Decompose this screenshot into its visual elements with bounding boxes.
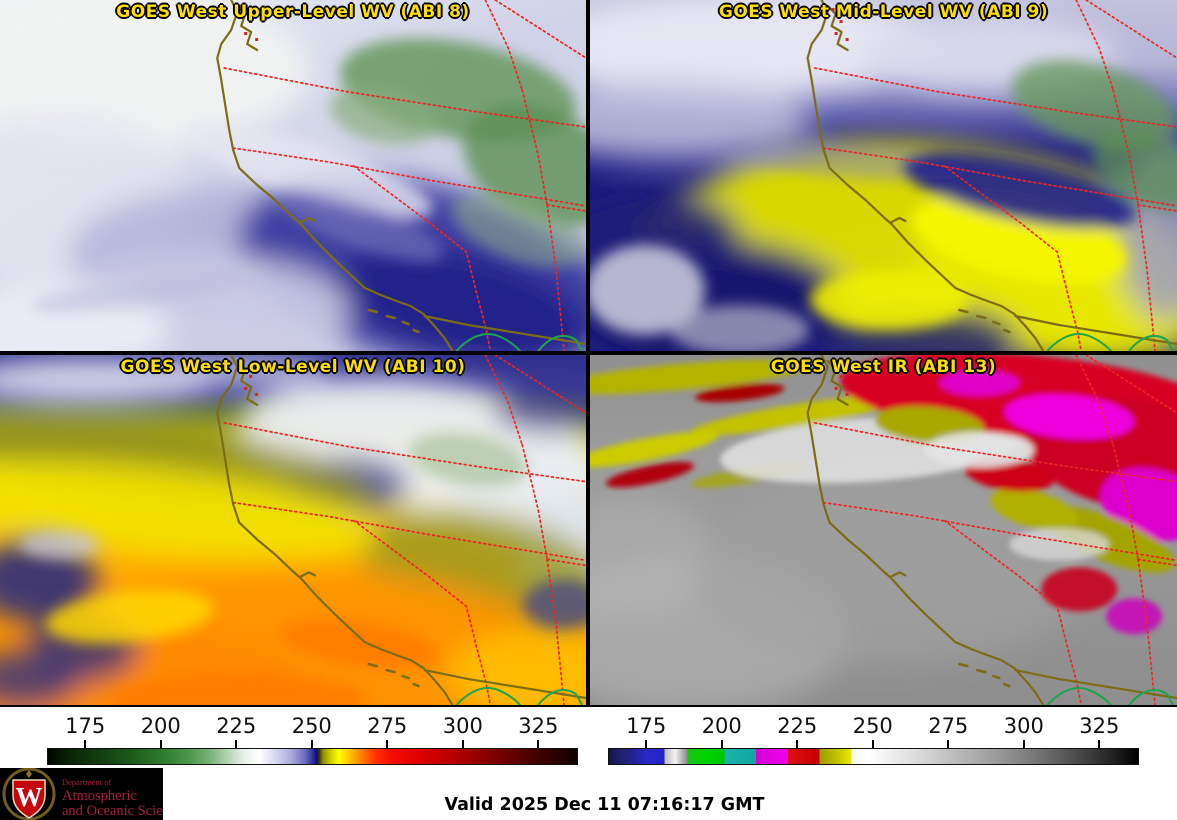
logo-line1: Department of (62, 777, 111, 787)
colorbar-tick-label: 225 (216, 714, 257, 738)
colorbar-ir-gradient (608, 748, 1139, 765)
colorbar-tick (84, 740, 87, 748)
colorbar-wv-labels: 175 200 225 250 275 300 325 (47, 714, 578, 740)
colorbar-water-vapor: 175 200 225 250 275 300 325 (47, 707, 578, 768)
colorbar-tick-label: 275 (367, 714, 408, 738)
colorbar-ir-ticks (608, 740, 1139, 748)
panel-abi13: GOES West IR (ABI 13) (590, 355, 1177, 705)
colorbar-tick-label: 250 (852, 714, 893, 738)
logo-line2: Atmospheric (62, 788, 137, 804)
colorbar-tick (645, 740, 648, 748)
colorbar-tick (1022, 740, 1025, 748)
colorbar-tick-label: 175 (65, 714, 106, 738)
colorbar-tick-label: 175 (626, 714, 667, 738)
colorbar-tick (159, 740, 162, 748)
colorbar-infrared: 175 200 225 250 275 300 325 (608, 707, 1139, 768)
colorbar-wv-gradient (47, 748, 578, 765)
uw-monogram: W (16, 782, 43, 812)
colorbar-tick (720, 740, 723, 748)
colorbar-tick-label: 200 (701, 714, 742, 738)
colorbar-tick (386, 740, 389, 748)
colorbar-wv-ticks (47, 740, 578, 748)
colorbar-tick-label: 325 (1079, 714, 1120, 738)
panel-abi10: GOES West Low-Level WV (ABI 10) (0, 355, 586, 705)
panel-abi9: GOES West Mid-Level WV (ABI 9) (590, 0, 1177, 351)
colorbar-tick (1098, 740, 1101, 748)
colorbar-tick-label: 250 (291, 714, 332, 738)
uw-shield (12, 779, 46, 819)
colorbar-tick-label: 300 (1003, 714, 1044, 738)
colorbar-tick-label: 200 (140, 714, 181, 738)
colorbar-tick-label: 325 (518, 714, 559, 738)
quad-panel-grid: GOES West Upper-Level WV (ABI 8) (0, 0, 1177, 707)
satellite-imagery-abi10 (0, 355, 586, 705)
colorbar-tick (947, 740, 950, 748)
satellite-imagery-abi9 (590, 0, 1177, 351)
uw-aos-logo: W Department of Atmospheric and Oceanic … (0, 767, 189, 820)
colorbar-tick (461, 740, 464, 748)
colorbar-tick-label: 225 (777, 714, 818, 738)
valid-timestamp: Valid 2025 Dec 11 07:16:17 GMT (444, 795, 765, 815)
satellite-imagery-abi8 (0, 0, 586, 351)
colorbar-tick (235, 740, 238, 748)
colorbar-tick-label: 300 (442, 714, 483, 738)
colorbar-tick (537, 740, 540, 748)
colorbar-tick (871, 740, 874, 748)
colorbar-tick (796, 740, 799, 748)
satellite-imagery-abi13 (590, 355, 1177, 705)
colorbar-tick (310, 740, 313, 748)
panel-abi8: GOES West Upper-Level WV (ABI 8) (0, 0, 586, 351)
logo-line3: and Oceanic Sciences (62, 803, 163, 819)
colorbar-ir-labels: 175 200 225 250 275 300 325 (608, 714, 1139, 740)
uw-crest: W Department of Atmospheric and Oceanic … (0, 767, 189, 820)
colorbar-tick-label: 275 (928, 714, 969, 738)
